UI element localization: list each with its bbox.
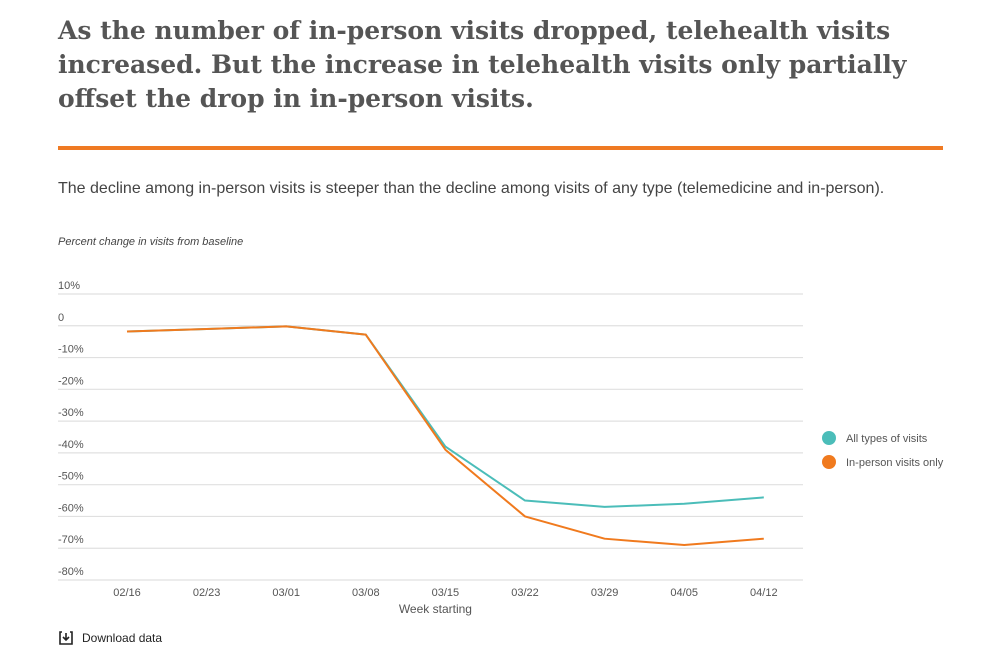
y-axis-label: Percent change in visits from baseline [58, 236, 244, 248]
y-tick-label: -60% [58, 502, 84, 514]
y-tick-label: -40% [58, 439, 84, 451]
y-tick-label: -80% [58, 566, 84, 578]
y-tick-label: 10% [58, 280, 80, 292]
download-data-button[interactable]: Download data [58, 630, 162, 646]
series-line-all-visits [126, 325, 764, 508]
title-divider [58, 146, 943, 150]
x-tick-label: 04/12 [750, 587, 778, 599]
x-tick-label: 02/16 [113, 587, 141, 599]
y-tick-label: -20% [58, 375, 84, 387]
x-tick-label: 02/23 [193, 587, 221, 599]
x-tick-label: 03/01 [272, 587, 300, 599]
x-axis-label: Week starting [399, 602, 472, 616]
download-label: Download data [82, 631, 163, 645]
legend-label: In-person visits only [846, 457, 944, 469]
x-tick-label: 03/29 [591, 587, 619, 599]
y-tick-label: 0 [58, 312, 64, 324]
x-tick-label: 03/08 [352, 587, 380, 599]
legend-swatch [822, 455, 836, 469]
legend-label: All types of visits [846, 433, 928, 445]
x-tick-label: 03/22 [511, 587, 539, 599]
y-tick-label: -70% [58, 534, 84, 546]
y-tick-label: -50% [58, 471, 84, 483]
subtitle: The decline among in-person visits is st… [58, 180, 885, 197]
legend-swatch [822, 431, 836, 445]
series-line-in-person [126, 325, 764, 547]
x-tick-label: 03/15 [432, 587, 460, 599]
page-title: As the number of in-person visits droppe… [58, 16, 907, 113]
y-tick-label: -10% [58, 344, 84, 356]
download-icon [59, 631, 73, 645]
x-tick-label: 04/05 [670, 587, 698, 599]
y-tick-label: -30% [58, 407, 84, 419]
